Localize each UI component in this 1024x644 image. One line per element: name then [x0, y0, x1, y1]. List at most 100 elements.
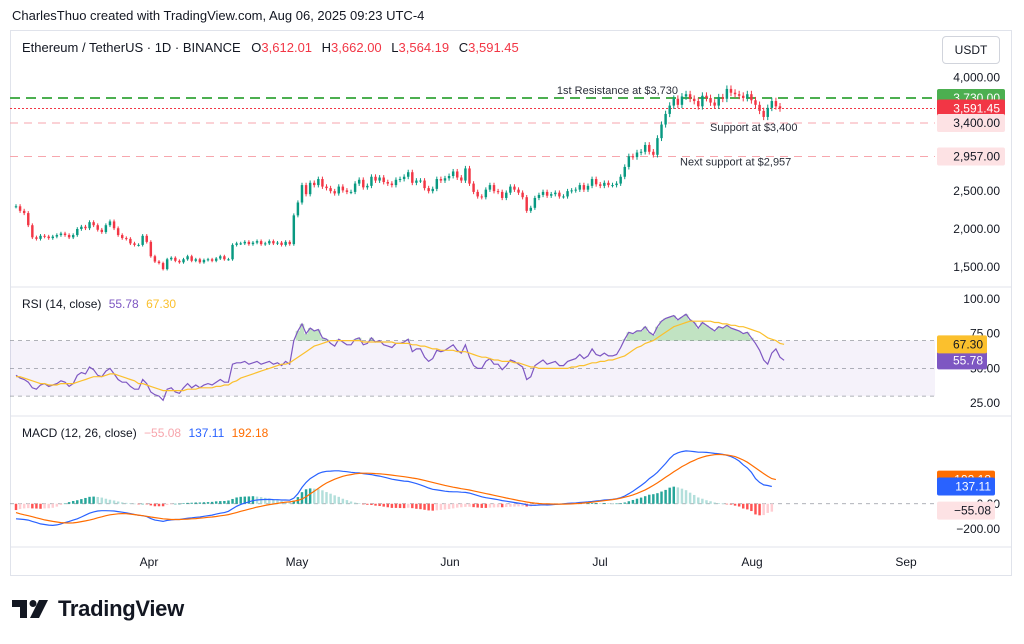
candle [451, 171, 455, 176]
rsi-value: 55.78 [108, 297, 139, 311]
price-tick-label: 2,000.00 [953, 222, 1000, 236]
macd-histogram-bar [251, 496, 255, 504]
candle [562, 196, 565, 198]
candle [31, 225, 34, 238]
candle [170, 257, 173, 260]
macd-histogram-bar [308, 488, 312, 504]
time-axis-label: Jun [440, 555, 459, 569]
macd-histogram-bar [357, 503, 361, 504]
candle [701, 95, 704, 107]
macd-histogram-bar [594, 502, 598, 504]
time-axis-label: Sep [895, 555, 917, 569]
macd-histogram-bar [55, 503, 59, 507]
candle [308, 182, 312, 195]
macd-histogram-bar [235, 497, 238, 504]
candle [366, 185, 369, 188]
candle [296, 202, 300, 216]
candle [80, 226, 83, 229]
macd-histogram-bar [219, 501, 222, 504]
candle [574, 189, 577, 191]
candle [96, 225, 99, 230]
macd-histogram-bar [705, 500, 708, 504]
candle [390, 183, 394, 186]
candle [594, 179, 598, 185]
candle [415, 180, 418, 183]
candle [762, 110, 765, 117]
high-label: H [321, 40, 332, 55]
candle [537, 194, 541, 198]
currency-button[interactable]: USDT [942, 36, 1000, 64]
candle [202, 260, 206, 263]
candle [247, 241, 251, 245]
candle [194, 259, 197, 261]
candle [729, 88, 733, 93]
candle [599, 184, 602, 186]
tradingview-logo[interactable]: TradingView [12, 596, 184, 622]
macd-histogram-bar [729, 503, 733, 505]
candle [129, 238, 132, 244]
macd-histogram-bar [39, 503, 42, 509]
symbol-title[interactable]: Ethereum / TetherUS · 1D · BINANCE [22, 40, 241, 55]
signal-value: 192.18 [231, 426, 269, 440]
rsi-title: RSI (14, close) [22, 297, 102, 311]
candle [435, 179, 439, 189]
macd-legend[interactable]: MACD (12, 26, close) −55.08 137.11 192.1… [22, 426, 268, 440]
candle [541, 191, 545, 195]
candle [284, 241, 287, 245]
candle [35, 237, 38, 239]
macd-histogram-bar [701, 498, 704, 504]
rsi-value-tag [937, 335, 987, 354]
macd-histogram-bar [268, 498, 271, 504]
candle [517, 189, 520, 193]
price-tick-label: 1,500.00 [953, 260, 1000, 274]
open-label: O [251, 40, 262, 55]
macd-histogram-bar [713, 502, 716, 504]
macd-histogram-bar [76, 500, 79, 504]
candle [586, 185, 590, 190]
macd-histogram-bar [382, 503, 385, 507]
chart-credit: CharlesThuo created with TradingView.com… [12, 8, 425, 23]
macd-histogram-bar [505, 503, 508, 508]
macd-histogram-bar [71, 500, 75, 504]
macd-histogram-bar [300, 492, 304, 504]
candle [737, 94, 741, 96]
macd-histogram-bar [67, 502, 71, 504]
rsi-value-tag-label: 67.30 [953, 337, 983, 351]
candle [329, 188, 332, 192]
candle [353, 183, 357, 192]
candle [406, 172, 410, 177]
candle [652, 151, 655, 155]
candle [76, 229, 79, 236]
macd-histogram-bar [47, 503, 50, 509]
price-level-tag-label: 3,591.45 [953, 102, 1000, 116]
candle [325, 186, 328, 189]
macd-histogram-bar [517, 503, 520, 507]
candle [157, 261, 161, 264]
candle [239, 243, 242, 245]
candle [137, 244, 140, 246]
macd-histogram-bar [165, 503, 169, 506]
macd-histogram-bar [349, 501, 353, 504]
candle [304, 185, 308, 195]
candle [268, 241, 271, 244]
macd-histogram-bar [337, 496, 340, 504]
rsi-legend[interactable]: RSI (14, close) 55.78 67.30 [22, 297, 176, 311]
rsi-ma-value: 67.30 [146, 297, 177, 311]
macd-histogram-bar [521, 503, 524, 507]
candle [67, 235, 71, 238]
price-tick-label: 2,500.00 [953, 184, 1000, 198]
candle [664, 113, 667, 125]
candle [533, 197, 537, 208]
macd-histogram-bar [288, 502, 291, 504]
candle [464, 168, 467, 181]
candle [92, 222, 95, 226]
macd-histogram-bar [447, 503, 451, 510]
macd-hist-value: −55.08 [144, 426, 182, 440]
candle [750, 94, 753, 101]
macd-histogram-bar [239, 496, 242, 504]
rsi-value-tag-label: 55.78 [953, 353, 983, 367]
macd-histogram-bar [386, 503, 390, 508]
candle [521, 192, 524, 198]
candle [398, 179, 402, 181]
